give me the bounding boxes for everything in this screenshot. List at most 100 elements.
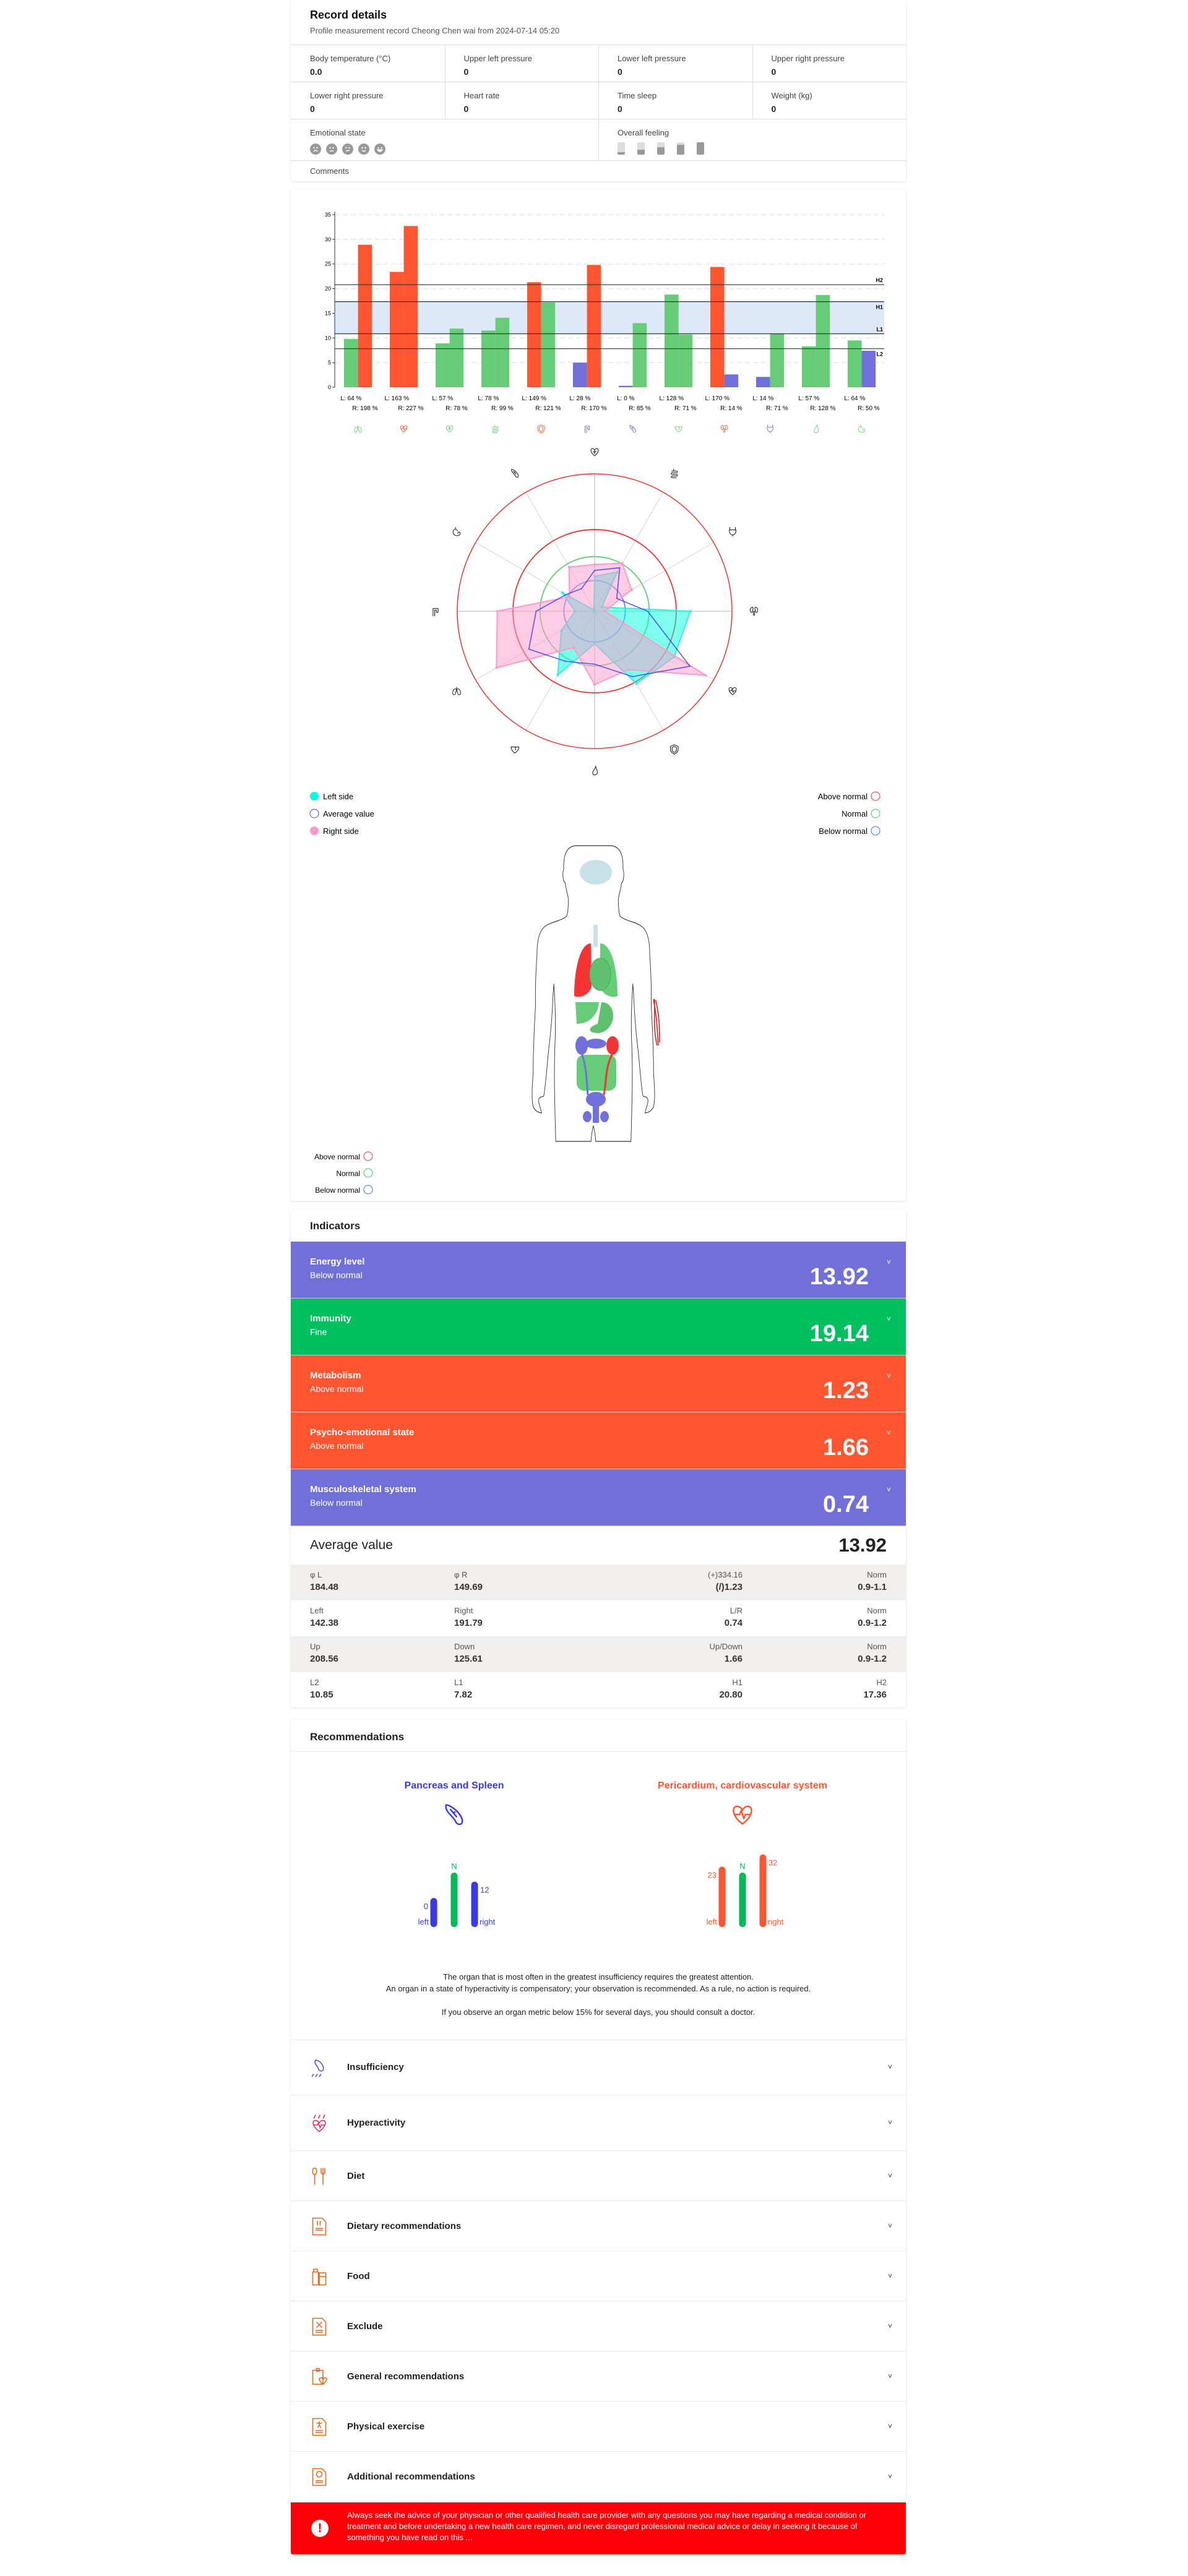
indicator-metabolism[interactable]: Metabolism Above normal 1.23 ˅ <box>291 1355 906 1412</box>
indicator-status: Fine <box>310 1327 327 1337</box>
accordion-insufficiency[interactable]: Insufficiency ˅ <box>291 2040 906 2095</box>
chevron-down-icon[interactable]: ˅ <box>887 2371 892 2381</box>
legend-below-normal: Below normal <box>819 826 867 836</box>
chevron-down-icon[interactable]: ˅ <box>886 1428 891 1437</box>
field-value: 0 <box>771 67 777 77</box>
norm-label: N <box>739 1861 745 1871</box>
radar-chart <box>433 448 759 776</box>
accordion-exclude[interactable]: Exclude ˅ <box>291 2301 906 2351</box>
right-percent-label: R: 71 % <box>766 405 788 412</box>
chevron-down-icon[interactable]: ˅ <box>887 2321 892 2330</box>
smile-face-icon[interactable] <box>358 144 369 155</box>
accordion-label: Physical exercise <box>347 2421 425 2432</box>
bar-right <box>632 323 647 387</box>
left-percent-label: L: 163 % <box>385 395 410 402</box>
chevron-down-icon[interactable]: ˅ <box>887 2221 892 2230</box>
chevron-down-icon[interactable]: ˅ <box>887 2421 892 2431</box>
right-label: right <box>480 1917 496 1926</box>
accordion-food[interactable]: Food ˅ <box>291 2251 906 2301</box>
accordion-dietary-recommendations[interactable]: Dietary recommendations ˅ <box>291 2201 906 2251</box>
record-subtitle: Profile measurement record Cheong Chen w… <box>310 26 560 35</box>
chevron-down-icon[interactable]: ˅ <box>886 1315 891 1323</box>
cell-value: 149.69 <box>454 1582 483 1592</box>
accordion-physical-exercise[interactable]: Physical exercise ˅ <box>291 2402 906 2452</box>
bar-right <box>495 317 510 387</box>
info-text-1: The organ that is most often in the grea… <box>443 1972 754 1981</box>
right-side-area-point <box>704 674 707 677</box>
y-tick-label: 0 <box>328 384 331 390</box>
indicator-musculoskeletal-system[interactable]: Musculoskeletal system Below normal 0.74 ˅ <box>291 1469 906 1526</box>
indicator-psycho-emotional-state[interactable]: Psycho-emotional state Above normal 1.66 ˅ <box>291 1412 906 1469</box>
chevron-down-icon[interactable]: ˅ <box>887 2063 892 2071</box>
info-text-3: If you observe an organ metric below 15%… <box>441 2007 755 2017</box>
very-sad-face-icon[interactable] <box>310 144 321 155</box>
right-percent-label: R: 170 % <box>581 405 606 412</box>
right-side-area-point <box>567 565 570 569</box>
accordion-diet[interactable]: Diet ˅ <box>291 2151 906 2201</box>
sad-face-icon[interactable] <box>326 144 337 155</box>
battery-2-icon[interactable] <box>637 142 645 155</box>
right-value: 32 <box>768 1858 777 1868</box>
heart-arrows-up-icon <box>312 2114 326 2132</box>
indicator-energy-level[interactable]: Energy level Below normal 13.92 ˅ <box>291 1242 906 1299</box>
right-side-area-point <box>621 562 624 565</box>
chevron-down-icon[interactable]: ˅ <box>886 1372 891 1380</box>
table-cell: φ R 149.69 <box>454 1570 483 1592</box>
cell-value: 0.9-1.1 <box>858 1582 887 1592</box>
chevron-down-icon[interactable]: ˅ <box>887 2271 892 2280</box>
body-legend-above: Above normal <box>314 1153 360 1161</box>
indicators-card: Indicators Energy level Below normal 13.92… <box>291 1209 906 1707</box>
indicator-immunity[interactable]: Immunity Fine 19.14 ˅ <box>291 1299 906 1355</box>
cell-value: 7.82 <box>454 1689 473 1700</box>
chevron-down-icon[interactable]: ˅ <box>887 2171 892 2180</box>
accordion-hyperactivity[interactable]: Hyperactivity ˅ <box>291 2095 906 2151</box>
average-line <box>528 567 691 677</box>
ring-above <box>457 473 733 749</box>
divider <box>598 119 599 160</box>
heart <box>589 958 611 991</box>
right-bar <box>759 1854 767 1927</box>
accordion-label: General recommendations <box>347 2371 465 2382</box>
bar-right <box>861 351 876 387</box>
chevron-down-icon[interactable]: ˅ <box>887 2118 892 2127</box>
battery-3-icon[interactable] <box>657 142 665 155</box>
chevron-down-icon[interactable]: ˅ <box>887 2471 892 2481</box>
chevron-down-icon[interactable]: ˅ <box>886 1258 891 1266</box>
testis-right <box>583 1111 592 1122</box>
battery-5-icon[interactable] <box>697 142 704 155</box>
cell-value: 20.80 <box>719 1689 742 1700</box>
organ-title: Pericardium, cardiovascular system <box>658 1780 827 1791</box>
accordion-general-recommendations[interactable]: General recommendations ˅ <box>291 2351 906 2402</box>
accordion-additional-recommendations[interactable]: Additional recommendations ˅ <box>291 2452 906 2502</box>
record-field: Lower right pressure 0 <box>291 82 445 119</box>
left-value: 0 <box>424 1902 428 1911</box>
left-side-area-point <box>635 682 638 685</box>
table-cell: L1 7.82 <box>454 1678 472 1700</box>
table-row: Left 142.38 Right 191.79 L/R 0.74 Norm 0.9-1.2 <box>291 1600 906 1636</box>
y-tick-label: 5 <box>328 359 331 366</box>
table-cell: Up/Down 1.66 <box>710 1642 742 1664</box>
emotional-state-label: Emotional state <box>310 128 366 137</box>
exclude-document-icon <box>312 2317 327 2335</box>
record-field: Heart rate 0 <box>444 82 598 119</box>
battery-1-icon[interactable] <box>618 142 625 155</box>
neutral-face-icon[interactable] <box>342 144 353 155</box>
cell-value: 208.56 <box>310 1654 338 1664</box>
reference-label: L1 <box>876 327 883 333</box>
info-text-2: An organ in a state of hyperactivity is … <box>385 1984 811 1993</box>
indicator-status: Above normal <box>310 1384 364 1394</box>
food-jars-icon <box>312 2268 327 2285</box>
average-value: 13.92 <box>838 1534 887 1556</box>
chevron-down-icon[interactable]: ˅ <box>886 1485 891 1494</box>
blood-vessels <box>653 998 660 1046</box>
field-value: 0 <box>771 104 777 114</box>
record-field: Upper right pressure 0 <box>752 45 906 82</box>
gallbladder-icon <box>814 424 819 433</box>
cell-label: Up <box>310 1642 321 1651</box>
battery-4-icon[interactable] <box>677 142 684 155</box>
average-value-row: Average value 13.92 <box>291 1526 906 1565</box>
happy-face-icon[interactable] <box>374 144 385 155</box>
field-label: Lower right pressure <box>310 91 384 100</box>
lungs-icon <box>354 425 362 433</box>
